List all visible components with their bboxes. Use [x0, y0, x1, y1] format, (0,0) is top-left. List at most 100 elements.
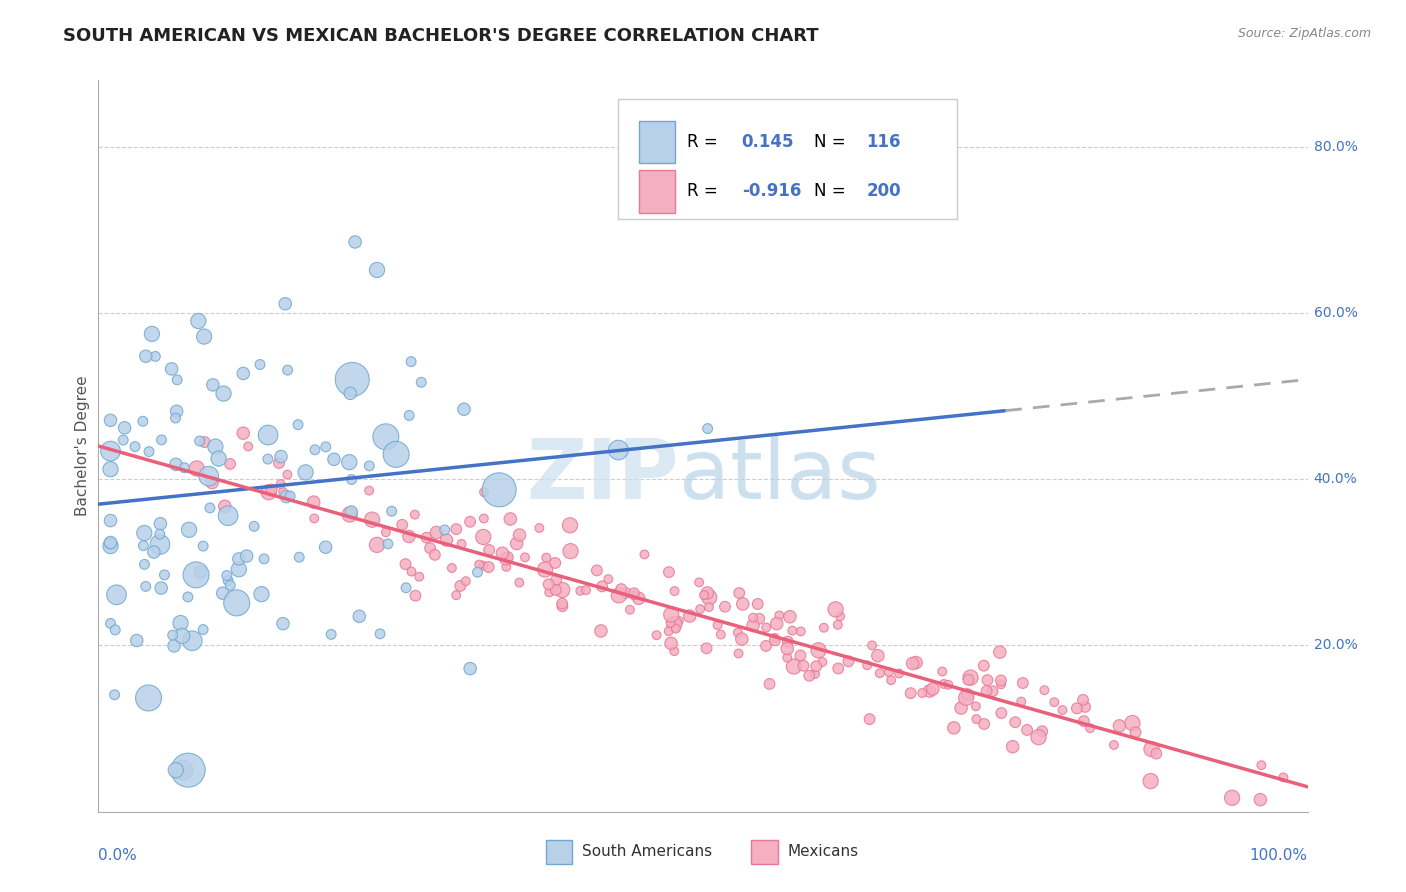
Point — [679, 609, 702, 624]
Point — [931, 665, 953, 679]
Point — [973, 717, 995, 731]
Point — [880, 673, 903, 688]
Point — [219, 578, 242, 592]
Point — [659, 636, 682, 650]
Point — [100, 537, 122, 551]
Point — [1028, 730, 1050, 744]
Point — [942, 721, 965, 735]
Point — [315, 440, 337, 454]
Point — [877, 665, 900, 679]
Point — [765, 616, 787, 631]
Point — [776, 650, 799, 665]
Point — [776, 634, 799, 648]
Point — [217, 508, 239, 523]
Point — [496, 550, 519, 565]
Point — [114, 421, 136, 435]
Point — [607, 589, 630, 603]
Point — [238, 440, 260, 454]
Point — [207, 451, 229, 466]
Point — [104, 623, 127, 637]
Point — [191, 623, 214, 637]
Point — [645, 628, 668, 642]
Text: 200: 200 — [866, 183, 901, 201]
Point — [1033, 683, 1056, 698]
Point — [990, 706, 1012, 720]
Point — [100, 444, 122, 458]
Point — [932, 677, 955, 691]
Point — [813, 621, 835, 635]
Point — [149, 527, 172, 541]
Point — [783, 659, 806, 673]
Point — [696, 586, 718, 600]
Point — [659, 615, 682, 630]
Point — [149, 537, 172, 551]
Point — [551, 582, 574, 597]
Point — [623, 586, 645, 600]
Point — [458, 515, 481, 529]
Point — [536, 550, 558, 565]
Point — [508, 575, 530, 590]
Point — [1052, 703, 1074, 717]
Point — [270, 477, 292, 491]
Point — [138, 444, 160, 458]
Point — [755, 620, 778, 634]
Point — [538, 585, 561, 599]
Point — [807, 643, 830, 657]
Point — [257, 485, 280, 500]
Point — [257, 452, 280, 467]
Point — [361, 513, 384, 527]
Point — [938, 678, 960, 692]
Point — [499, 512, 522, 526]
Point — [366, 263, 388, 277]
Point — [911, 686, 934, 700]
Point — [1004, 715, 1026, 730]
Text: Source: ZipAtlas.com: Source: ZipAtlas.com — [1237, 27, 1371, 40]
Point — [976, 684, 998, 698]
Point — [344, 235, 367, 249]
Point — [488, 483, 510, 497]
Point — [560, 544, 582, 558]
Point — [153, 567, 176, 582]
Point — [394, 557, 416, 571]
Point — [201, 377, 224, 392]
Point — [727, 625, 749, 640]
Point — [689, 602, 711, 616]
Point — [404, 589, 426, 603]
Point — [191, 539, 214, 553]
Text: 20.0%: 20.0% — [1313, 639, 1357, 652]
Point — [149, 516, 172, 531]
Point — [163, 639, 186, 653]
Point — [453, 402, 475, 417]
Point — [544, 582, 567, 597]
Point — [988, 645, 1011, 659]
Point — [804, 659, 827, 673]
Point — [160, 362, 183, 376]
Point — [1220, 790, 1243, 805]
Point — [194, 435, 217, 450]
Point — [1102, 738, 1125, 752]
Point — [228, 562, 250, 576]
Point — [478, 543, 501, 558]
Point — [100, 462, 122, 476]
Point — [1108, 719, 1130, 733]
Point — [728, 586, 751, 600]
Point — [869, 666, 891, 681]
Point — [544, 556, 567, 570]
Point — [385, 447, 408, 461]
Point — [1140, 742, 1163, 756]
FancyBboxPatch shape — [619, 99, 957, 219]
Point — [340, 473, 363, 487]
Point — [359, 483, 381, 498]
Point — [763, 633, 786, 648]
Point — [763, 631, 786, 645]
Point — [374, 430, 396, 444]
Point — [454, 574, 477, 589]
Point — [162, 628, 184, 642]
Point — [188, 565, 211, 579]
Point — [755, 639, 778, 653]
Point — [589, 624, 612, 638]
Point — [197, 469, 219, 483]
Point — [184, 567, 207, 582]
Point — [177, 763, 200, 777]
Point — [449, 579, 471, 593]
